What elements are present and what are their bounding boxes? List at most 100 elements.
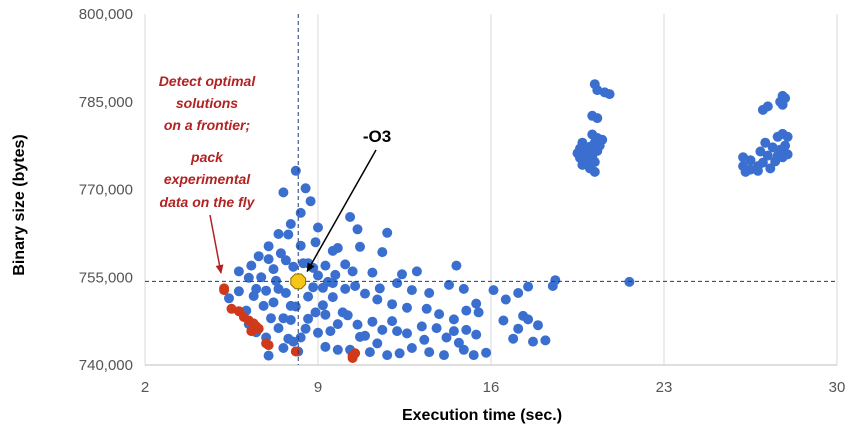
data-point <box>275 248 286 259</box>
data-point <box>310 307 321 318</box>
data-point <box>745 155 756 166</box>
pack-annotation-line-1: pack <box>190 149 224 165</box>
y-axis-title: Binary size (bytes) <box>11 134 28 275</box>
data-point <box>589 166 600 177</box>
data-point <box>248 291 259 301</box>
data-point <box>780 140 791 151</box>
data-point <box>243 272 254 283</box>
data-point <box>468 350 479 361</box>
data-point <box>488 285 499 296</box>
data-point <box>434 309 445 320</box>
data-point <box>330 269 341 280</box>
o3-arrow <box>306 149 377 273</box>
data-point <box>308 282 319 293</box>
data-point <box>421 303 432 314</box>
data-point <box>473 307 484 318</box>
data-point <box>374 283 385 294</box>
data-point <box>402 328 412 339</box>
data-point <box>340 259 351 270</box>
y-tick-label: 800,000 <box>79 6 133 23</box>
data-point <box>258 300 269 311</box>
data-point <box>305 196 316 207</box>
data-point <box>453 337 464 348</box>
data-point <box>263 254 274 265</box>
data-point <box>441 332 452 343</box>
data-point <box>355 241 365 252</box>
o3-label: -O3 <box>363 127 391 146</box>
data-point <box>528 336 538 347</box>
data-point <box>266 313 276 324</box>
data-point <box>303 291 314 302</box>
data-point <box>350 281 361 291</box>
data-point <box>387 316 398 327</box>
data-point <box>740 166 751 177</box>
data-point <box>283 229 294 240</box>
data-point <box>320 309 331 320</box>
data-point <box>431 323 442 334</box>
data-point <box>285 300 296 311</box>
data-point <box>780 93 791 104</box>
frontier-annotation-line-1: Detect optimal <box>159 73 257 89</box>
x-tick-label: 9 <box>314 379 322 396</box>
data-point <box>767 142 778 153</box>
frontier-point <box>290 346 301 357</box>
data-point <box>461 324 472 335</box>
data-point <box>392 278 403 289</box>
data-point <box>755 146 766 157</box>
data-point <box>762 150 773 161</box>
data-point <box>777 152 788 163</box>
x-tick-label: 23 <box>656 379 673 396</box>
data-point <box>295 207 306 218</box>
data-point <box>288 261 299 272</box>
o3-point <box>290 273 307 290</box>
data-point <box>327 292 338 303</box>
data-point <box>295 240 306 251</box>
data-point <box>406 343 417 353</box>
data-point <box>364 347 375 358</box>
data-point <box>233 286 244 297</box>
data-point <box>523 281 534 292</box>
data-point <box>271 275 281 286</box>
y-tick-label: 740,000 <box>79 357 133 374</box>
y-tick-label: 770,000 <box>79 182 133 199</box>
data-point <box>587 152 598 163</box>
data-point <box>280 255 291 266</box>
data-point <box>360 330 370 341</box>
data-point <box>372 338 383 349</box>
frontier-arrow <box>209 214 224 274</box>
pack-annotation-line-2: experimental <box>164 171 251 187</box>
data-point <box>394 348 405 359</box>
data-point <box>313 222 323 233</box>
frontier-point <box>350 348 361 359</box>
data-point <box>508 333 519 344</box>
data-point <box>300 183 311 194</box>
data-point <box>577 159 588 170</box>
data-point <box>498 315 509 326</box>
data-point <box>332 319 343 330</box>
y-tick-label: 785,000 <box>79 94 133 111</box>
data-point <box>288 336 299 347</box>
data-point <box>367 267 378 278</box>
data-point <box>367 316 378 327</box>
data-point <box>471 298 482 309</box>
data-point <box>310 237 321 248</box>
data-point <box>540 335 551 346</box>
data-point <box>285 315 296 325</box>
x-tick-label: 2 <box>141 379 149 396</box>
data-point <box>313 270 323 281</box>
data-point <box>280 288 291 298</box>
frontier-point <box>219 283 230 294</box>
data-point <box>325 326 336 337</box>
data-point <box>352 319 363 330</box>
data-point <box>392 326 403 337</box>
data-point <box>377 247 388 258</box>
data-point <box>337 307 348 318</box>
reference-lines <box>145 14 837 365</box>
data-point <box>572 148 583 159</box>
data-point <box>382 350 393 361</box>
data-point <box>317 300 328 311</box>
data-point <box>372 294 383 305</box>
data-point <box>500 294 511 305</box>
